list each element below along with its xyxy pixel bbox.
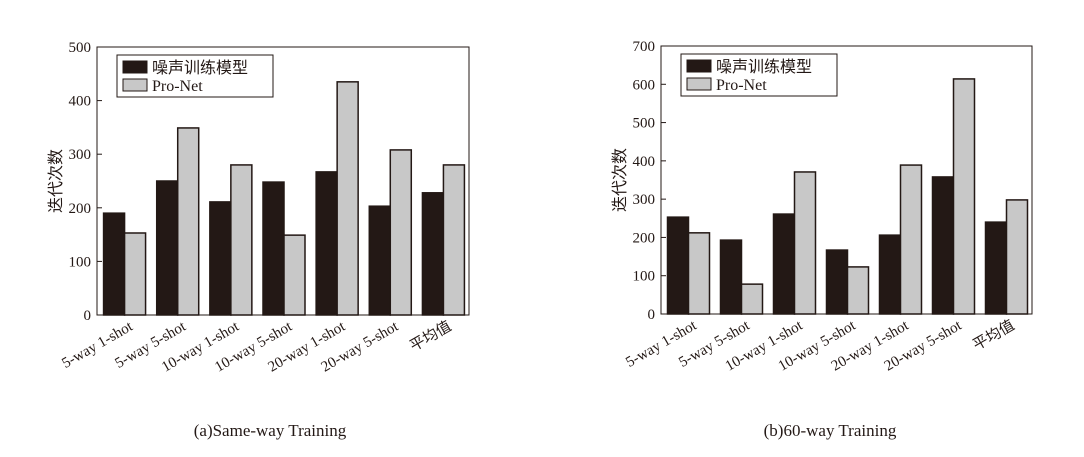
legend-swatch — [122, 78, 148, 92]
bar-pronet-5 — [952, 78, 976, 315]
bar-pronet-0 — [687, 232, 711, 315]
bar-noise-1 — [155, 180, 179, 316]
bar-noise-5 — [368, 205, 392, 316]
legend-label: Pro-Net — [152, 78, 203, 95]
bar-noise-4 — [315, 171, 338, 316]
bar-noise-5 — [931, 176, 955, 315]
y-axis-label: 迭代次数 — [47, 149, 65, 213]
x-tick-label: 平均值 — [407, 318, 454, 355]
y-tick-label: 400 — [633, 154, 656, 170]
y-tick-label: 0 — [648, 307, 656, 323]
bar-noise-6 — [984, 221, 1008, 315]
bar-pronet-6 — [1005, 199, 1029, 315]
y-tick-label: 100 — [69, 254, 92, 270]
legend-label: Pro-Net — [716, 77, 767, 94]
bar-pronet-2 — [230, 164, 253, 316]
y-tick-label: 700 — [633, 39, 656, 55]
bar-pronet-3 — [283, 234, 306, 316]
bar-noise-1 — [719, 239, 743, 315]
legend-label: 噪声训练模型 — [716, 58, 812, 76]
bar-noise-3 — [262, 181, 285, 316]
legend-swatch — [686, 59, 712, 73]
y-tick-label: 200 — [633, 230, 656, 246]
y-tick-label: 300 — [69, 147, 92, 163]
bar-pronet-1 — [176, 127, 200, 316]
y-tick-label: 100 — [633, 269, 656, 285]
bar-noise-2 — [772, 213, 796, 315]
legend-swatch — [686, 77, 712, 91]
bar-pronet-4 — [336, 81, 359, 316]
y-tick-label: 500 — [633, 116, 656, 132]
bar-noise-2 — [209, 201, 232, 316]
y-tick-label: 600 — [633, 77, 656, 93]
bar-noise-0 — [102, 212, 126, 316]
y-tick-label: 500 — [69, 40, 92, 56]
bar-noise-3 — [825, 249, 849, 315]
caption: (a)Same-way Training — [194, 421, 347, 440]
legend-label: 噪声训练模型 — [152, 59, 248, 77]
x-tick-label: 平均值 — [970, 317, 1017, 354]
caption: (b)60-way Training — [764, 421, 897, 440]
y-axis-label: 迭代次数 — [611, 148, 629, 212]
legend-swatch — [122, 60, 148, 74]
bar-pronet-4 — [899, 164, 923, 315]
y-tick-label: 400 — [69, 94, 92, 110]
bar-noise-4 — [878, 234, 902, 315]
bar-noise-6 — [421, 192, 445, 316]
bar-pronet-3 — [846, 266, 870, 315]
plot-frame — [660, 45, 1033, 315]
y-tick-label: 300 — [633, 192, 656, 208]
bar-pronet-2 — [793, 171, 817, 315]
bar-pronet-1 — [740, 283, 764, 315]
y-tick-label: 0 — [84, 308, 92, 324]
y-tick-label: 200 — [69, 201, 92, 217]
bar-pronet-0 — [123, 232, 147, 316]
bar-pronet-5 — [389, 149, 413, 316]
plot-frame — [96, 46, 470, 316]
bar-noise-0 — [666, 216, 690, 315]
bar-pronet-6 — [442, 164, 466, 316]
